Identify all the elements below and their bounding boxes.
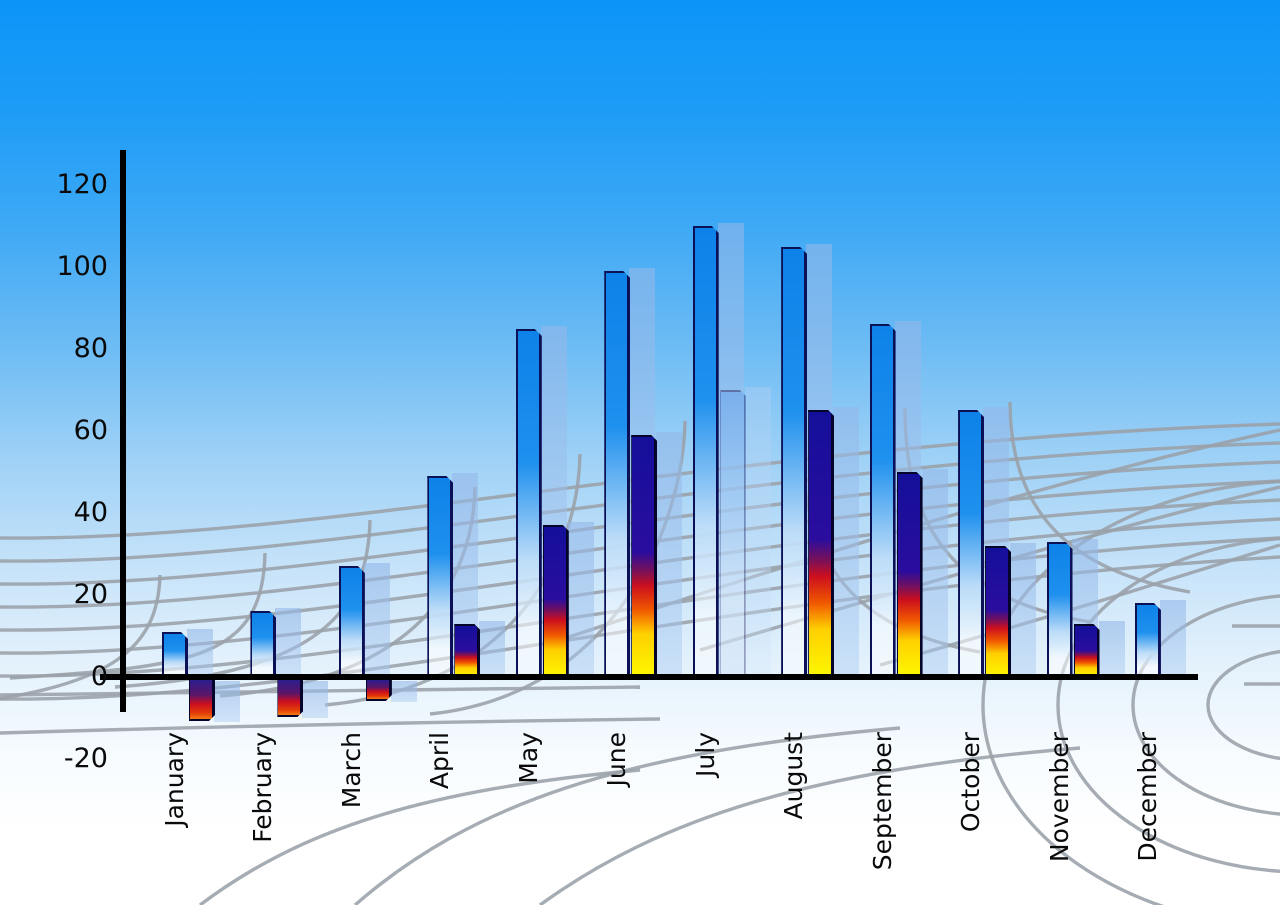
- month-label-December: December: [1133, 732, 1162, 862]
- bar-secondary-June: [631, 435, 657, 677]
- bar-secondary-March: [366, 680, 392, 701]
- month-label-May: May: [514, 732, 543, 784]
- bar-shadow-secondary-September: [921, 469, 948, 674]
- bar-primary-January: [162, 632, 188, 677]
- bar-shadow-secondary-April: [479, 621, 506, 674]
- bar-secondary-October: [985, 546, 1011, 677]
- bar-primary-September: [870, 324, 896, 677]
- month-label-November: November: [1045, 732, 1074, 863]
- month-label-January: January: [160, 732, 189, 827]
- month-label-April: April: [425, 732, 454, 790]
- bar-shadow-primary-February: [275, 608, 302, 674]
- bar-shadow-secondary-August: [833, 407, 860, 674]
- bar-shadow-secondary-November: [1098, 621, 1125, 674]
- x-axis-line: [100, 674, 1198, 680]
- bar-secondary-July: [720, 390, 746, 677]
- month-label-September: September: [868, 732, 897, 871]
- y-tick-label--20: -20: [63, 743, 108, 774]
- bar-primary-March: [339, 566, 365, 677]
- bar-secondary-April: [454, 624, 480, 677]
- month-label-March: March: [337, 732, 366, 809]
- y-tick-label-20: 20: [73, 579, 108, 610]
- bar-primary-August: [781, 247, 807, 677]
- bar-primary-December: [1135, 603, 1161, 677]
- bar-primary-June: [604, 271, 630, 677]
- y-tick-label-80: 80: [73, 333, 108, 364]
- bar-primary-May: [516, 329, 542, 677]
- bar-secondary-January: [189, 680, 215, 721]
- y-tick-label-0: 0: [90, 661, 108, 692]
- y-tick-label-100: 100: [56, 251, 108, 282]
- month-label-August: August: [779, 732, 808, 820]
- bar-shadow-secondary-July: [744, 387, 771, 674]
- bar-shadow-secondary-June: [656, 432, 683, 674]
- bar-shadow-primary-March: [363, 563, 390, 674]
- bar-shadow-secondary-January: [214, 681, 240, 722]
- bar-primary-April: [427, 476, 453, 677]
- bar-primary-November: [1047, 542, 1073, 677]
- month-label-October: October: [956, 732, 985, 833]
- month-label-July: July: [691, 732, 720, 777]
- y-axis-line: [120, 150, 126, 712]
- y-tick-label-60: 60: [73, 415, 108, 446]
- bar-shadow-secondary-October: [1010, 543, 1037, 674]
- bar-secondary-May: [543, 525, 569, 677]
- bar-secondary-August: [808, 410, 834, 677]
- bar-secondary-September: [897, 472, 923, 677]
- bar-shadow-primary-January: [187, 629, 213, 674]
- month-label-June: June: [602, 732, 631, 787]
- bar-shadow-secondary-March: [390, 681, 417, 702]
- bar-secondary-February: [277, 680, 303, 717]
- y-tick-label-40: 40: [73, 497, 108, 528]
- y-tick-label-120: 120: [56, 169, 108, 200]
- month-label-February: February: [248, 732, 277, 843]
- bar-shadow-secondary-February: [302, 681, 329, 718]
- bar-primary-October: [958, 410, 984, 677]
- bar-secondary-November: [1074, 624, 1100, 677]
- bar-shadow-primary-December: [1159, 600, 1186, 674]
- bar-shadow-secondary-May: [567, 522, 594, 674]
- bar-primary-February: [250, 611, 276, 677]
- bar-primary-July: [693, 226, 719, 677]
